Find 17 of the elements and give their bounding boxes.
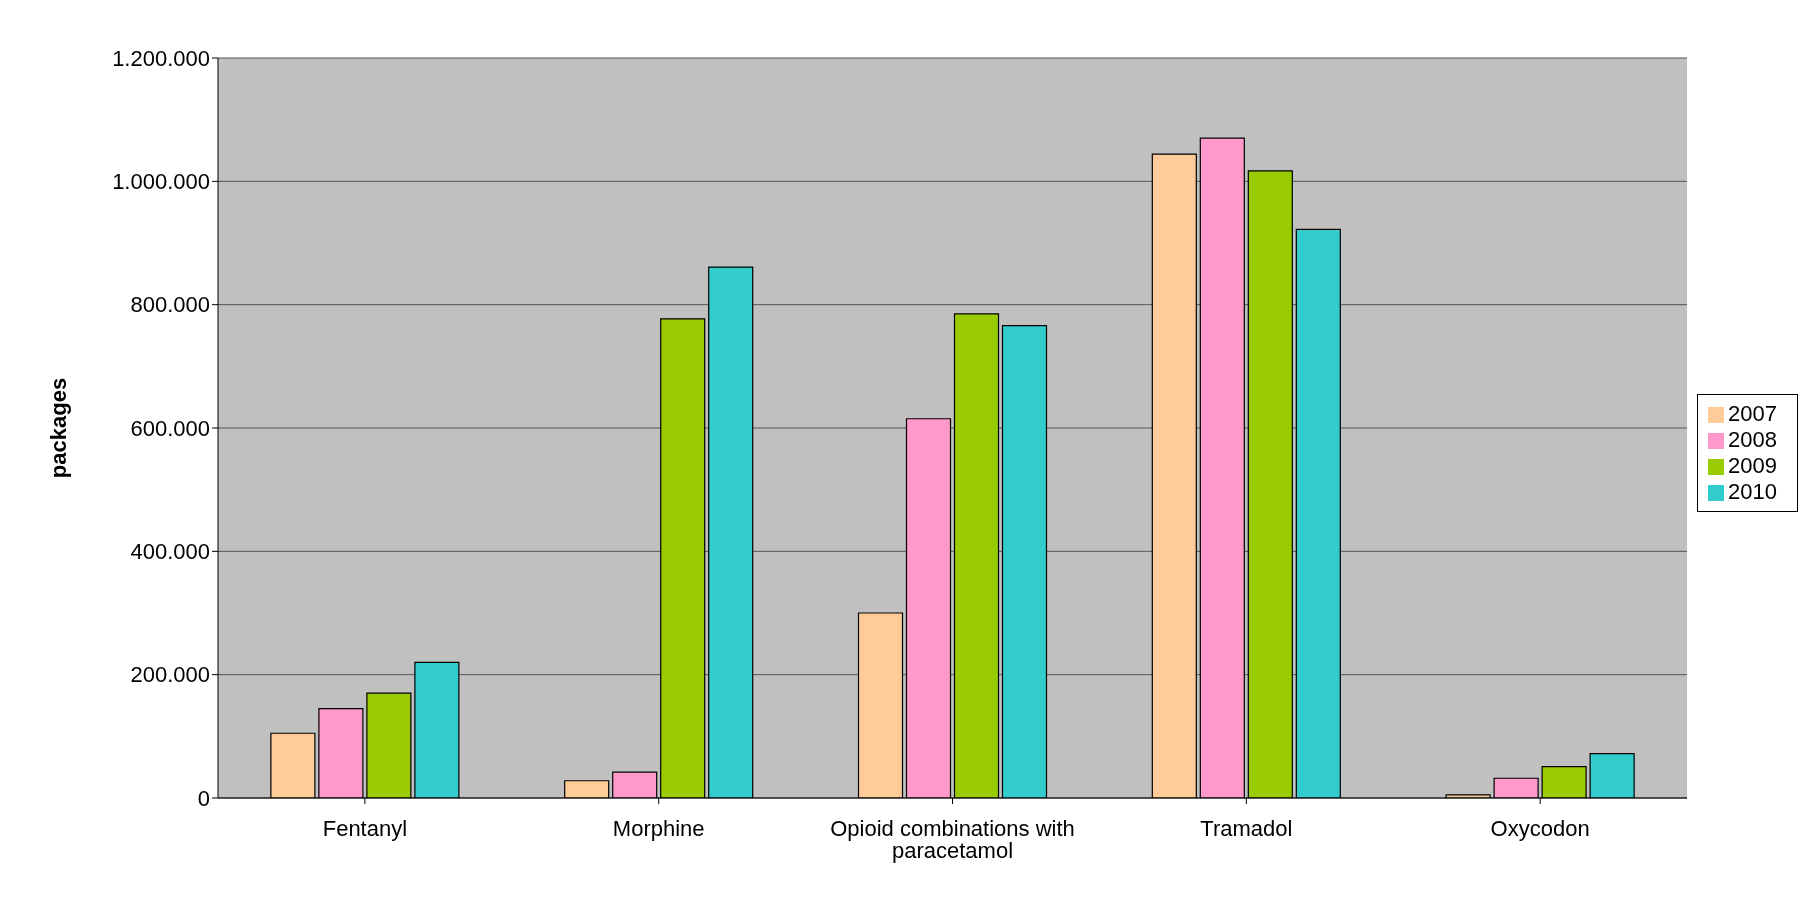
y-axis-title: packages [45,377,71,479]
x-tick-label: Fentanyl [322,815,408,841]
legend-label: 2008 [1728,427,1777,452]
x-tick-label: Opioid combinations with paracetamol [830,815,1075,863]
x-tick-label: Oxycodon [1490,815,1590,841]
y-tick-label: 600.000 [130,415,210,441]
x-tick-label: Tramadol [1200,815,1293,841]
y-tick-label: 1.000.000 [112,169,210,195]
y-tick-label: 800.000 [130,292,210,318]
y-tick-label: 0 [197,785,210,811]
legend-label: 2007 [1728,401,1777,426]
y-tick-label: 1.200.000 [112,45,210,71]
legend-label: 2009 [1728,453,1777,478]
x-tick-label: Morphine [612,815,705,841]
legend-label: 2010 [1728,479,1777,504]
y-tick-label: 200.000 [130,662,210,688]
y-tick-label: 400.000 [130,539,210,565]
